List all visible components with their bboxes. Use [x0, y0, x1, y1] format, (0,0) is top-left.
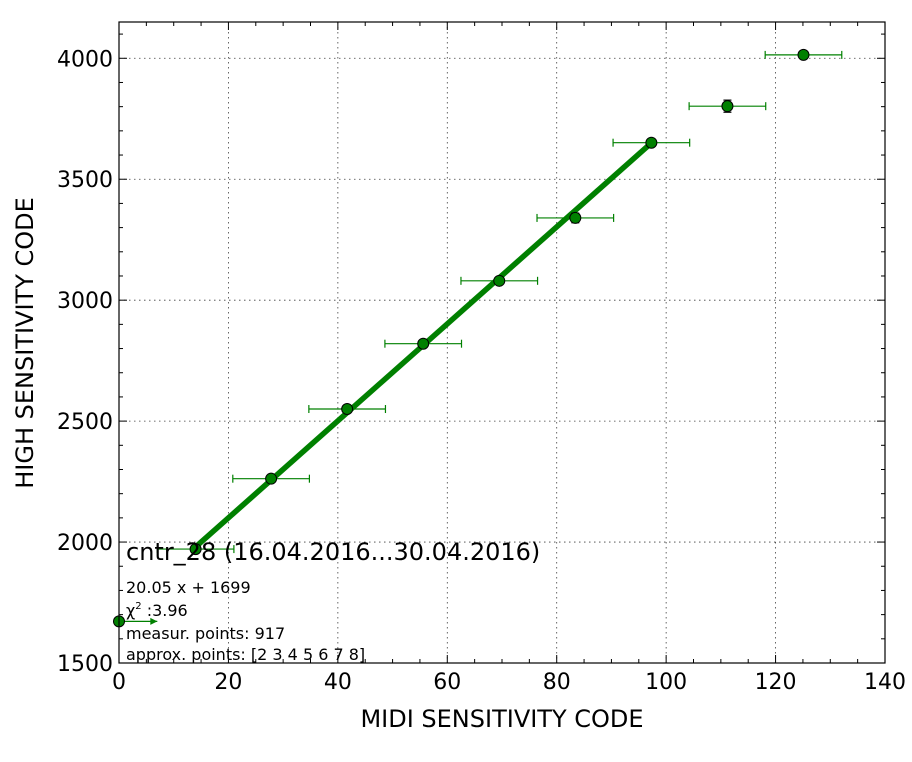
y-tick-label: 4000 [57, 47, 113, 72]
plot-frame [118, 21, 886, 664]
data-point [536, 211, 615, 224]
y-tick-label: 2500 [57, 410, 113, 435]
y-tick-label: 1500 [57, 652, 113, 677]
x-tick-label: 20 [214, 670, 242, 695]
x-tick-label: 60 [433, 670, 461, 695]
chi-square: χ2 :3.96 [126, 601, 188, 620]
x-tick-label: 0 [112, 670, 126, 695]
x-tick-label: 140 [864, 670, 906, 695]
x-tick-label: 80 [543, 670, 571, 695]
point-marker [493, 274, 506, 287]
data-point [308, 403, 387, 416]
x-axis-label: MIDI SENSITIVITY CODE [360, 705, 643, 733]
chi-symbol: χ [126, 601, 135, 620]
measur-points: measur. points: 917 [126, 624, 285, 643]
point-marker [569, 211, 582, 224]
y-tick-label: 3000 [57, 289, 113, 314]
chi-value: :3.96 [142, 601, 188, 620]
x-tick-label: 120 [755, 670, 797, 695]
point-marker [189, 543, 202, 556]
data-point [764, 48, 843, 61]
approx-points: approx. points: [2 3 4 5 6 7 8] [126, 645, 365, 664]
data-point [156, 543, 235, 556]
point-marker [721, 100, 734, 113]
data-point [460, 274, 539, 287]
x-tick-label: 40 [324, 670, 352, 695]
point-marker [265, 472, 278, 485]
point-marker [341, 403, 354, 416]
chi-superscript: 2 [135, 601, 141, 612]
y-tick-label: 2000 [57, 531, 113, 556]
x-axis-ticks: 0 20 40 60 80 100 120 140 [112, 22, 906, 695]
data-point [113, 615, 158, 628]
x-error-arrow [150, 617, 158, 625]
point-marker [797, 48, 810, 61]
x-tick-label: 100 [645, 670, 687, 695]
y-axis-label: HIGH SENSITIVITY CODE [11, 197, 39, 489]
point-marker [417, 337, 430, 350]
data-point [384, 337, 463, 350]
chart-title: cntr_28 (16.04.2016...30.04.2016) [126, 538, 540, 566]
grid [119, 22, 885, 663]
data-point [688, 99, 767, 113]
y-axis-ticks: 1500 2000 2500 3000 3500 4000 [57, 33, 885, 677]
point-marker [645, 136, 658, 149]
fit-equation: 20.05 x + 1699 [126, 578, 251, 597]
data-point [232, 472, 311, 485]
y-tick-label: 3500 [57, 168, 113, 193]
data-points [113, 48, 843, 628]
data-point [612, 136, 691, 149]
